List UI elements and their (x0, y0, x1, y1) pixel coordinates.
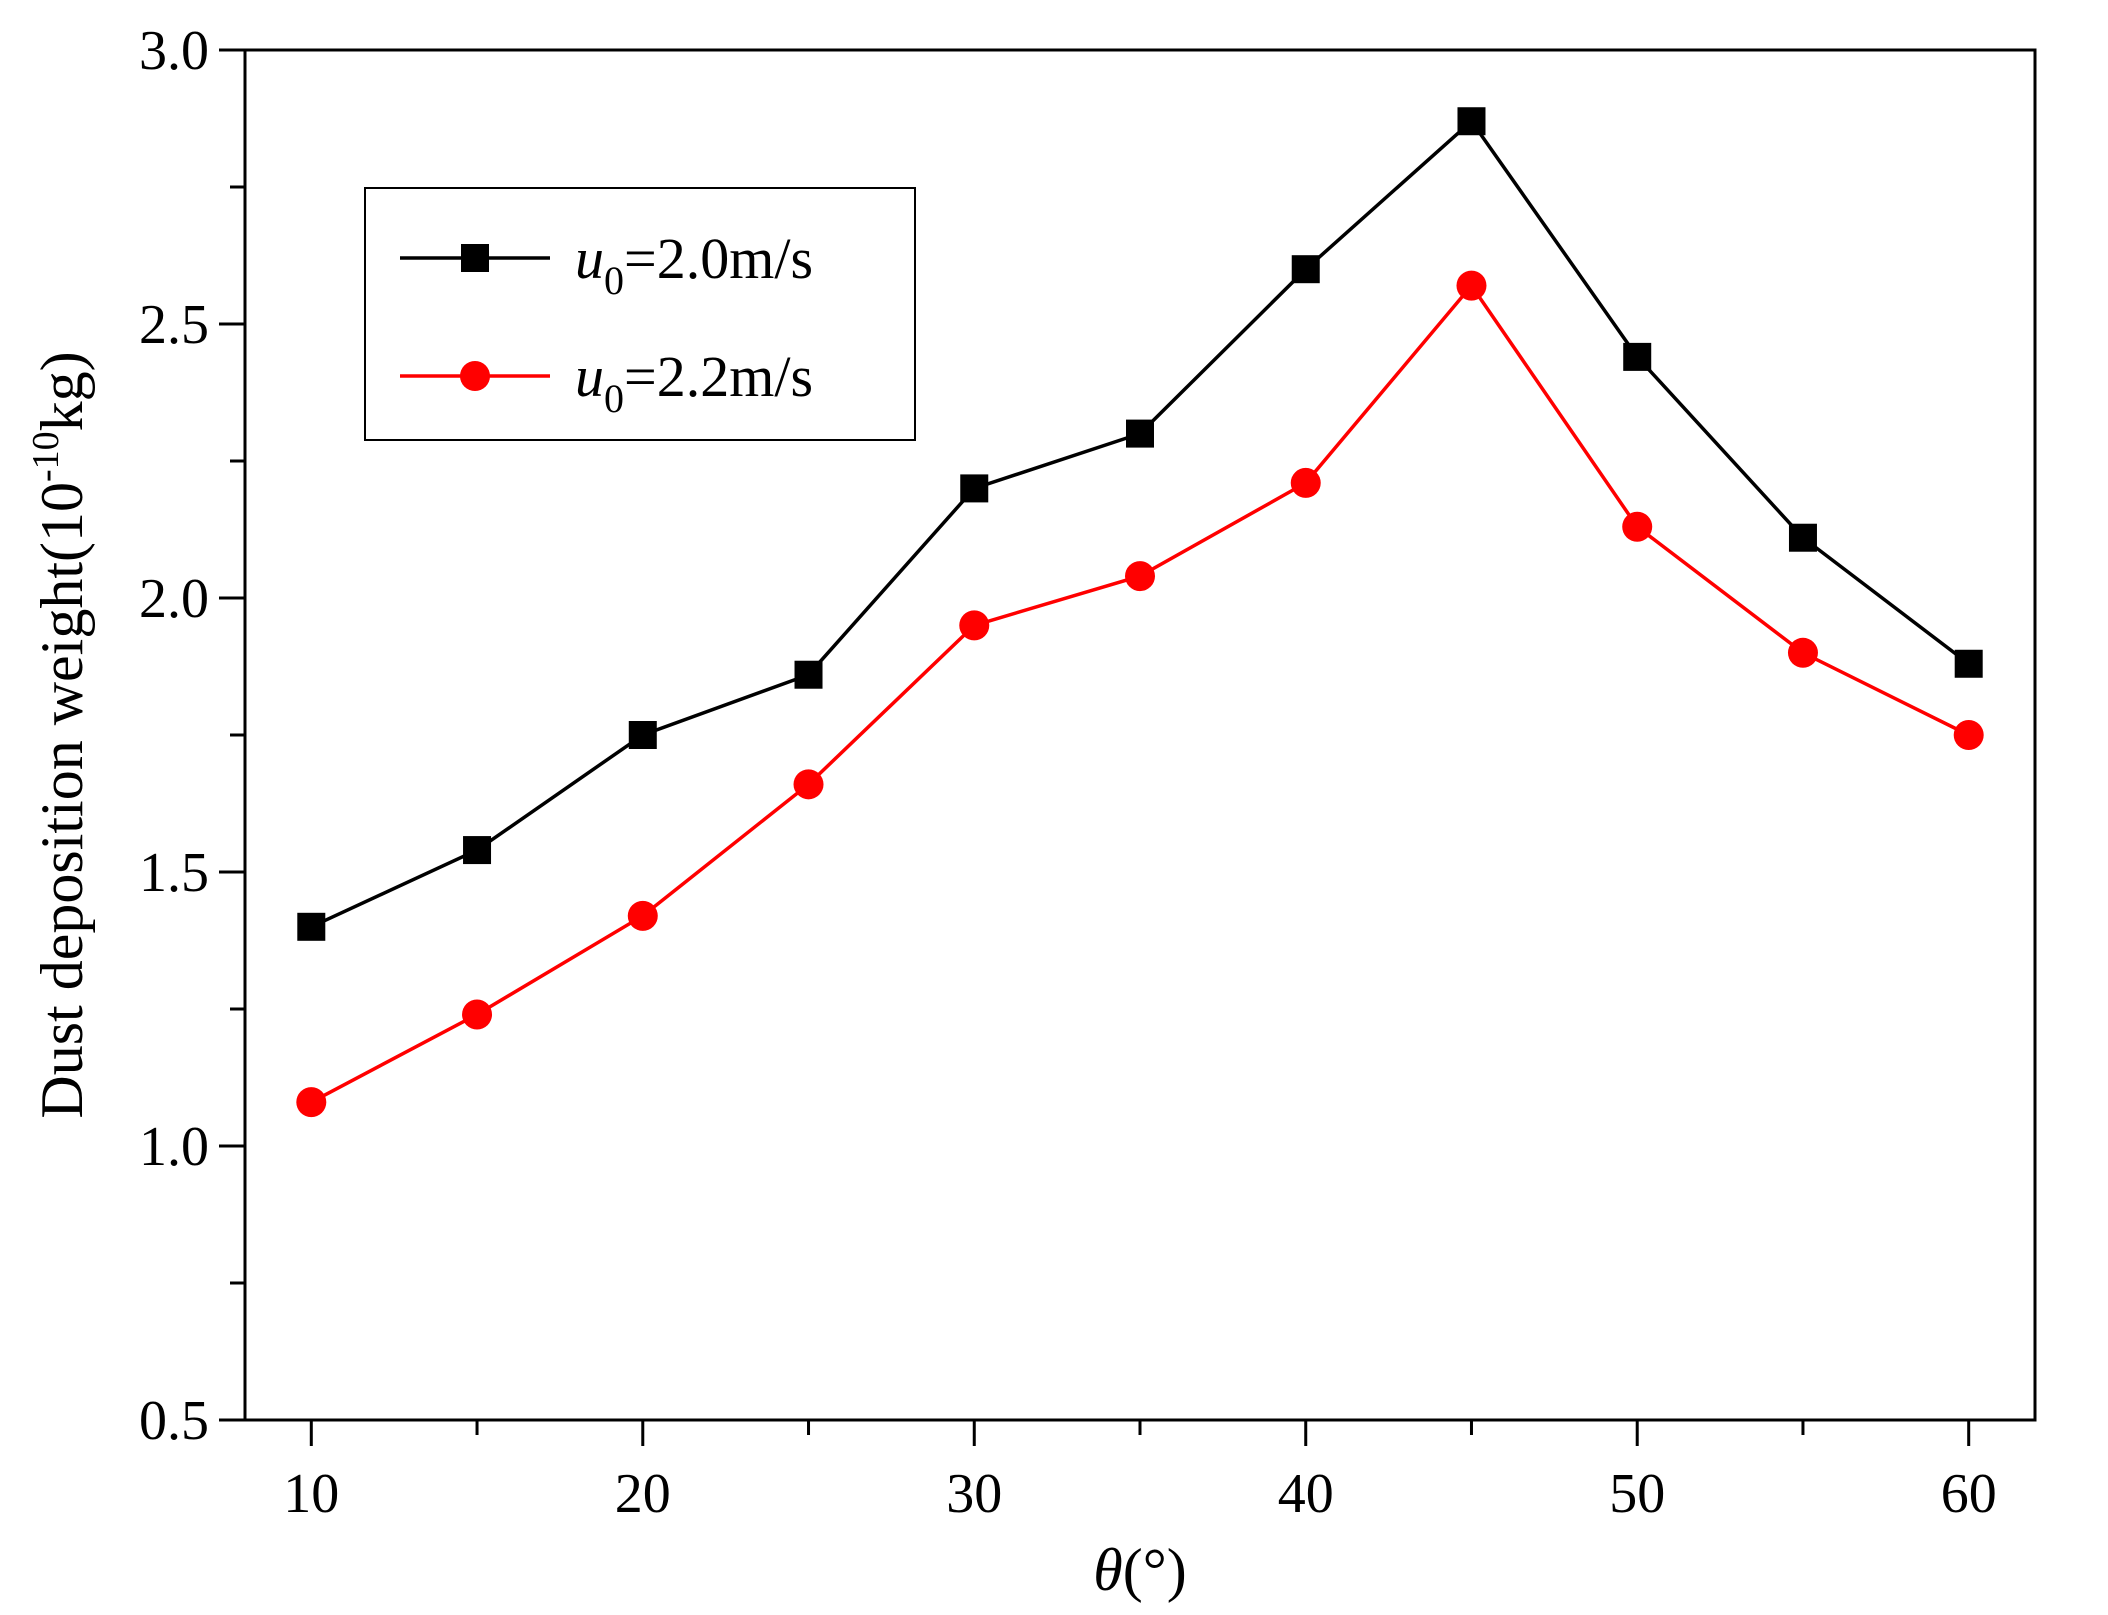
data-point-square (463, 836, 492, 865)
y-axis-title-prefix: Dust deposition weight(10 (29, 482, 95, 1119)
legend-item: u0=2.2m/s (400, 344, 813, 421)
legend: u0=2.0m/su0=2.2m/s (364, 187, 916, 441)
y-tick-label: 2.0 (139, 568, 209, 630)
series-1 (297, 107, 1983, 941)
data-point-square (1623, 342, 1652, 371)
x-axis-title-unit: (°) (1123, 1537, 1187, 1603)
legend-label: u0=2.2m/s (575, 344, 813, 421)
data-point-square (1457, 107, 1486, 136)
y-axis-title: Dust deposition weight(10-10kg) (25, 351, 95, 1118)
y-tick-label: 3.0 (139, 20, 209, 82)
series-2 (296, 270, 1984, 1118)
data-point-circle (793, 769, 824, 800)
data-point-square (628, 721, 657, 749)
x-tick-label: 50 (1609, 1463, 1665, 1525)
data-point-square (794, 660, 823, 689)
x-axis-title: θ(°) (1093, 1537, 1186, 1603)
x-tick-label: 40 (1278, 1463, 1334, 1525)
legend-box (364, 187, 916, 441)
data-point-circle (1787, 637, 1818, 668)
y-tick-label: 0.5 (139, 1390, 209, 1452)
data-point-square (1954, 649, 1983, 678)
legend-label-sub: 0 (604, 258, 624, 303)
data-point-circle (462, 999, 493, 1030)
legend-label-var: u (575, 226, 604, 291)
series-layer (296, 107, 1984, 1118)
data-point-square (960, 474, 989, 503)
data-point-circle (1125, 561, 1155, 592)
data-point-circle (1456, 270, 1487, 301)
axes: 10 20 30 40 50 60 0.5 1.0 1.5 2.0 2.5 3.0 (139, 20, 2037, 1525)
legend-label-sub: 0 (604, 376, 624, 421)
legend-label-var: u (575, 344, 604, 409)
data-point-circle (1953, 720, 1984, 750)
legend-label-rest: =2.2m/s (624, 344, 813, 409)
data-point-circle (959, 610, 990, 641)
data-point-circle (1290, 467, 1321, 498)
data-point-square (1291, 255, 1320, 284)
data-point-square (297, 912, 326, 941)
x-tick-label: 30 (946, 1463, 1002, 1525)
data-point-circle (1622, 511, 1653, 542)
x-tick-label: 10 (283, 1463, 339, 1525)
y-tick-label: 1.5 (139, 842, 209, 904)
x-tick-label: 20 (615, 1463, 671, 1525)
y-axis-title-exponent: -10 (25, 431, 67, 482)
data-point-circle (627, 900, 658, 931)
x-axis-title-symbol: θ (1093, 1537, 1122, 1603)
legend-label: u0=2.0m/s (575, 226, 813, 303)
data-point-circle (296, 1087, 327, 1118)
x-tick-label: 60 (1941, 1463, 1997, 1525)
y-tick-label: 1.0 (139, 1116, 209, 1178)
legend-marker-circle (460, 361, 490, 391)
data-point-square (1126, 419, 1154, 448)
legend-marker-square (461, 244, 489, 272)
legend-label-rest: =2.0m/s (624, 226, 813, 291)
legend-item: u0=2.0m/s (400, 226, 813, 303)
y-tick-label: 2.5 (139, 294, 209, 356)
data-point-square (1788, 523, 1817, 552)
y-axis-title-suffix: kg) (29, 351, 95, 431)
